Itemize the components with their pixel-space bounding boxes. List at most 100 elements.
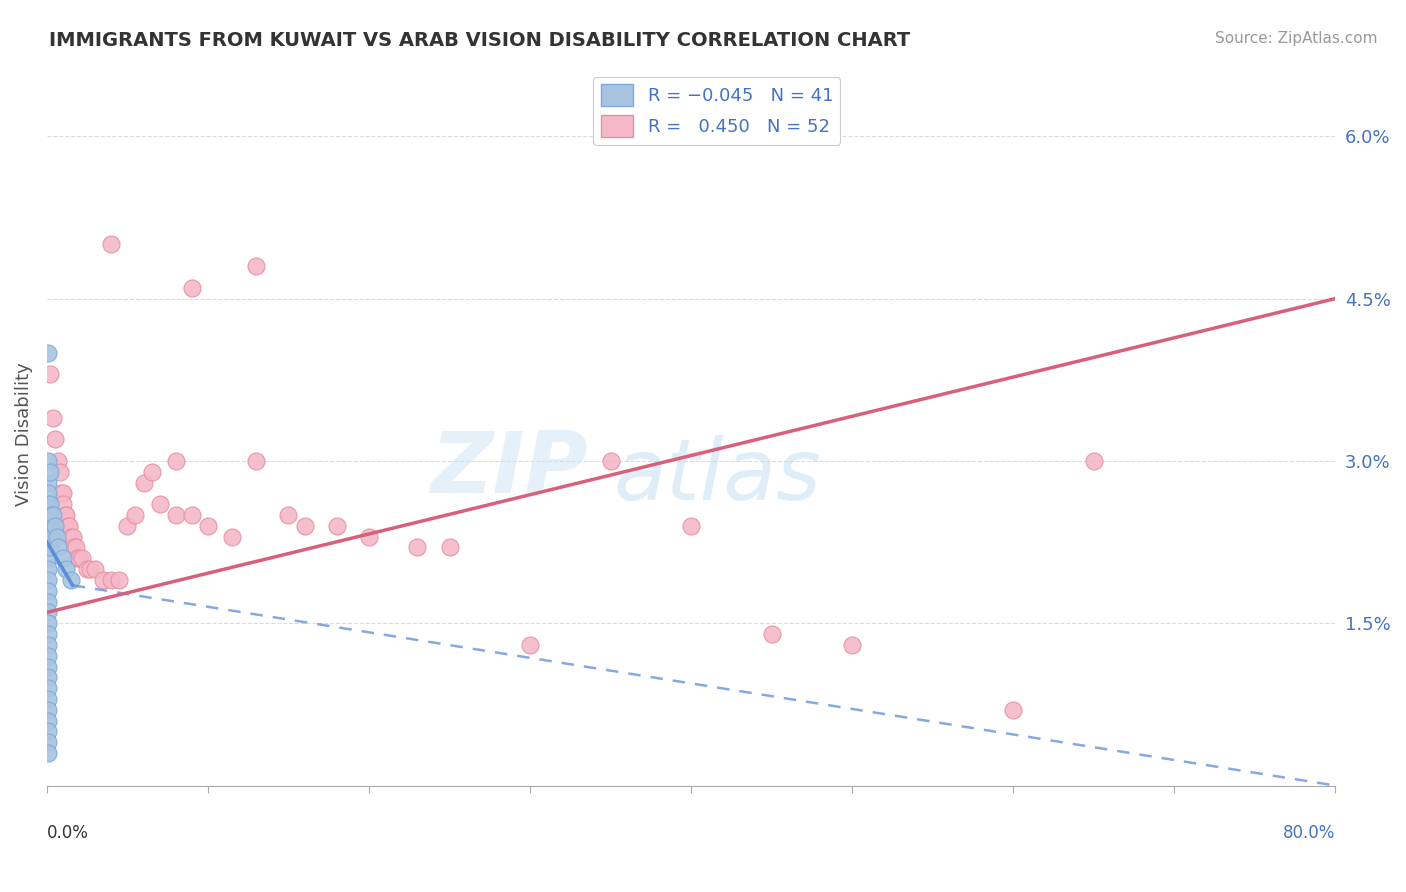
Point: [180, 281, 202, 295]
Point: [67, 551, 90, 566]
Point: [100, 573, 122, 587]
Point: [46, 541, 69, 555]
Point: [149, 497, 172, 511]
Point: [108, 573, 131, 587]
Point: [37, 551, 59, 566]
Point: [245, 454, 267, 468]
Point: [51, 486, 73, 500]
Text: ZIP: ZIP: [430, 427, 588, 510]
Point: [37, 638, 59, 652]
Point: [37, 530, 59, 544]
Point: [37, 594, 59, 608]
Point: [1002, 703, 1025, 717]
Point: [221, 530, 243, 544]
Point: [165, 454, 187, 468]
Point: [761, 627, 783, 641]
Point: [37, 627, 59, 641]
Point: [124, 508, 146, 522]
Point: [681, 518, 703, 533]
Point: [45, 530, 67, 544]
Point: [58, 518, 80, 533]
Point: [39, 518, 62, 533]
Point: [76, 562, 98, 576]
Point: [37, 735, 59, 749]
Point: [37, 616, 59, 631]
Text: 80.0%: 80.0%: [1284, 824, 1336, 842]
Point: [37, 670, 59, 684]
Point: [841, 638, 863, 652]
Point: [100, 237, 122, 252]
Point: [294, 518, 316, 533]
Point: [37, 573, 59, 587]
Point: [39, 541, 62, 555]
Point: [37, 703, 59, 717]
Point: [41, 508, 63, 522]
Point: [37, 497, 59, 511]
Point: [39, 465, 62, 479]
Point: [55, 508, 77, 522]
Point: [519, 638, 541, 652]
Text: atlas: atlas: [614, 434, 823, 517]
Point: [37, 648, 59, 663]
Point: [37, 583, 59, 598]
Point: [37, 562, 59, 576]
Point: [66, 551, 89, 566]
Point: [39, 368, 62, 382]
Point: [165, 508, 187, 522]
Point: [37, 475, 59, 490]
Point: [357, 530, 380, 544]
Point: [326, 518, 349, 533]
Point: [37, 454, 59, 468]
Point: [37, 518, 59, 533]
Point: [91, 573, 114, 587]
Text: 0.0%: 0.0%: [46, 824, 89, 842]
Point: [37, 692, 59, 706]
Point: [79, 562, 101, 576]
Point: [37, 606, 59, 620]
Point: [197, 518, 219, 533]
Text: IMMIGRANTS FROM KUWAIT VS ARAB VISION DISABILITY CORRELATION CHART: IMMIGRANTS FROM KUWAIT VS ARAB VISION DI…: [49, 31, 911, 50]
Point: [37, 714, 59, 728]
Point: [141, 465, 163, 479]
Text: Source: ZipAtlas.com: Source: ZipAtlas.com: [1215, 31, 1378, 46]
Point: [42, 508, 65, 522]
Point: [46, 454, 69, 468]
Point: [52, 486, 75, 500]
Point: [44, 518, 66, 533]
Point: [55, 562, 77, 576]
Legend: R = −0.045   N = 41, R =   0.450   N = 52: R = −0.045 N = 41, R = 0.450 N = 52: [593, 77, 841, 145]
Point: [406, 541, 429, 555]
Point: [44, 432, 66, 446]
Point: [39, 497, 62, 511]
Y-axis label: Vision Disability: Vision Disability: [15, 362, 32, 506]
Point: [117, 518, 139, 533]
Point: [42, 410, 65, 425]
Point: [132, 475, 155, 490]
Point: [277, 508, 299, 522]
Point: [37, 746, 59, 760]
Point: [52, 551, 75, 566]
Point: [180, 508, 202, 522]
Point: [37, 541, 59, 555]
Point: [245, 259, 267, 273]
Point: [37, 724, 59, 739]
Point: [52, 497, 75, 511]
Point: [37, 345, 59, 359]
Point: [599, 454, 621, 468]
Point: [84, 562, 107, 576]
Point: [37, 681, 59, 695]
Point: [1083, 454, 1105, 468]
Point: [53, 508, 76, 522]
Point: [63, 541, 86, 555]
Point: [41, 530, 63, 544]
Point: [49, 465, 72, 479]
Point: [439, 541, 461, 555]
Point: [60, 573, 83, 587]
Point: [72, 551, 94, 566]
Point: [56, 518, 79, 533]
Point: [37, 659, 59, 673]
Point: [65, 541, 87, 555]
Point: [62, 530, 84, 544]
Point: [37, 508, 59, 522]
Point: [37, 486, 59, 500]
